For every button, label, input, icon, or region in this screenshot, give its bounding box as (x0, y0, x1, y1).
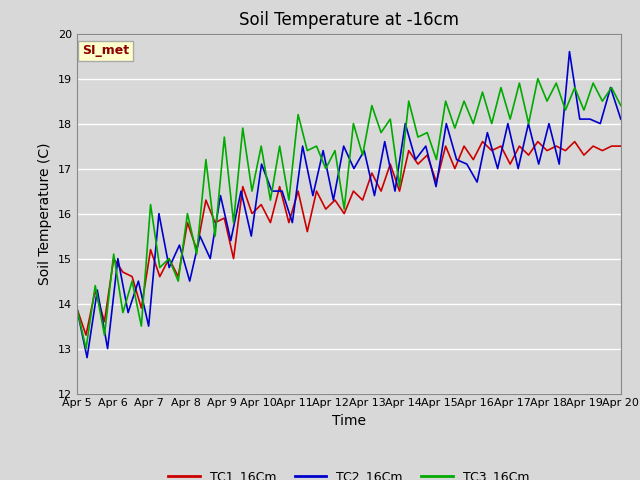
TC3_16Cm (73, 305, 81, 311)
TC2_16Cm (617, 116, 625, 122)
TC3_16Cm (617, 103, 625, 108)
TC2_16Cm (566, 48, 573, 54)
Title: Soil Temperature at -16cm: Soil Temperature at -16cm (239, 11, 459, 29)
Legend: TC1_16Cm, TC2_16Cm, TC3_16Cm: TC1_16Cm, TC2_16Cm, TC3_16Cm (163, 465, 534, 480)
TC1_16Cm (174, 274, 182, 279)
TC1_16Cm (479, 139, 486, 144)
TC1_16Cm (239, 184, 246, 190)
Line: TC2_16Cm: TC2_16Cm (77, 51, 621, 358)
Line: TC1_16Cm: TC1_16Cm (77, 142, 621, 335)
TC1_16Cm (73, 305, 81, 311)
X-axis label: Time: Time (332, 414, 366, 428)
TC1_16Cm (82, 332, 90, 338)
TC2_16Cm (175, 242, 183, 248)
TC3_16Cm (174, 278, 182, 284)
TC3_16Cm (239, 125, 246, 131)
TC2_16Cm (73, 305, 81, 311)
Y-axis label: Soil Temperature (C): Soil Temperature (C) (38, 143, 52, 285)
TC3_16Cm (267, 197, 275, 203)
TC1_16Cm (423, 152, 431, 158)
TC3_16Cm (82, 346, 90, 351)
TC1_16Cm (257, 202, 265, 207)
TC2_16Cm (452, 156, 460, 162)
TC3_16Cm (534, 76, 541, 82)
TC3_16Cm (257, 143, 265, 149)
TC1_16Cm (617, 143, 625, 149)
TC2_16Cm (381, 139, 388, 144)
TC1_16Cm (267, 220, 275, 226)
Text: SI_met: SI_met (82, 44, 129, 58)
TC1_16Cm (221, 215, 228, 221)
TC2_16Cm (289, 220, 296, 226)
TC2_16Cm (401, 120, 409, 126)
TC2_16Cm (412, 156, 419, 162)
TC3_16Cm (221, 134, 228, 140)
TC3_16Cm (423, 130, 431, 135)
Line: TC3_16Cm: TC3_16Cm (77, 79, 621, 348)
TC2_16Cm (83, 355, 91, 360)
